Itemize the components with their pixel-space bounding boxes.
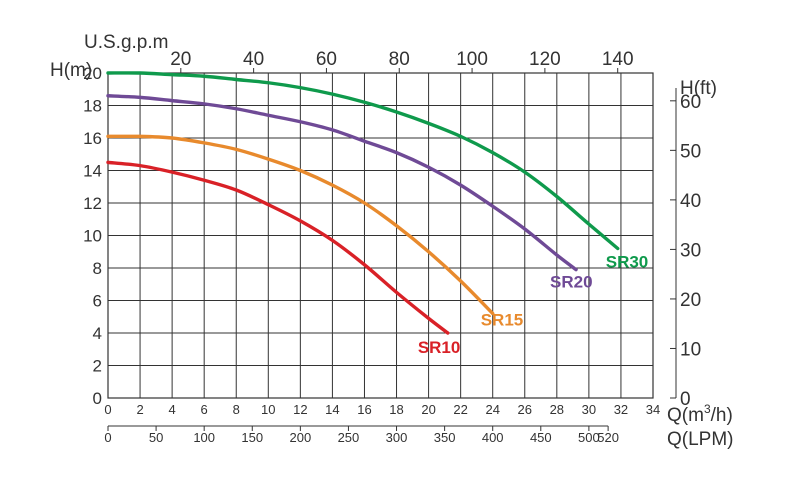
m3h-tick-label: 28 [550, 402, 564, 417]
left-y-tick-label: 20 [83, 64, 102, 83]
series-label-sr15: SR15 [481, 311, 524, 330]
m3h-tick-label: 0 [104, 402, 111, 417]
lpm-tick-label: 400 [482, 430, 504, 445]
m3h-tick-label: 26 [518, 402, 532, 417]
m3h-tick-label: 34 [646, 402, 660, 417]
left-y-tick-label: 8 [93, 259, 102, 278]
lpm-tick-label: 250 [338, 430, 360, 445]
usgpm-tick-label: 60 [316, 49, 337, 70]
lpm-tick-label: 100 [193, 430, 215, 445]
lpm-axis-title: Q(LPM) [667, 429, 734, 450]
usgpm-tick-label: 40 [243, 49, 264, 70]
left-y-tick-label: 6 [93, 292, 102, 311]
lpm-tick-label: 300 [386, 430, 408, 445]
left-y-tick-label: 10 [83, 227, 102, 246]
usgpm-tick-label: 80 [389, 49, 410, 70]
series-label-sr30: SR30 [606, 253, 649, 272]
series-label-sr20: SR20 [550, 273, 593, 292]
series-line-sr15 [106, 134, 495, 316]
grid [107, 72, 654, 399]
lpm-tick-label: 500 [578, 430, 600, 445]
m3h-tick-label: 20 [421, 402, 435, 417]
m3h-tick-label: 18 [389, 402, 403, 417]
left-y-tick-label: 4 [93, 324, 102, 343]
left-y-axis-title: H(m) [50, 60, 92, 81]
m3h-tick-label: 24 [485, 402, 499, 417]
right-y-tick-label: 20 [680, 290, 701, 311]
series-line-sr30 [106, 71, 620, 251]
right-y-axis-title: H(ft) [680, 78, 717, 99]
left-y-tick-label: 0 [93, 389, 102, 408]
lpm-tick-label: 50 [149, 430, 163, 445]
m3h-tick-label: 2 [136, 402, 143, 417]
left-y-tick-label: 18 [83, 97, 102, 116]
m3h-tick-label: 8 [233, 402, 240, 417]
m3h-tick-label: 16 [357, 402, 371, 417]
m3h-tick-label: 6 [201, 402, 208, 417]
series-line-sr10 [106, 160, 450, 335]
left-y-tick-label: 14 [83, 162, 102, 181]
right-y-tick-label: 30 [680, 240, 701, 261]
lpm-tick-label: 150 [241, 430, 263, 445]
lpm-tick-label: 450 [530, 430, 552, 445]
usgpm-tick-label: 120 [529, 49, 561, 70]
left-y-tick-label: 12 [83, 194, 102, 213]
lpm-tick-label: 350 [434, 430, 456, 445]
left-y-tick-label: 2 [93, 357, 102, 376]
right-y-tick-label: 0 [680, 389, 691, 410]
series [106, 71, 620, 335]
left-y-tick-label: 16 [83, 129, 102, 148]
m3h-tick-label: 12 [293, 402, 307, 417]
right-y-tick-label: 10 [680, 339, 701, 360]
m3h-tick-label: 10 [261, 402, 275, 417]
right-y-tick-label: 50 [680, 141, 701, 162]
usgpm-tick-label: 100 [456, 49, 488, 70]
usgpm-axis-title: U.S.g.p.m [84, 32, 168, 53]
m3h-tick-label: 4 [169, 402, 176, 417]
series-labels: SR10 SR15 SR20 SR30 [418, 253, 648, 358]
usgpm-tick-label: 140 [602, 49, 634, 70]
m3h-tick-label: 14 [325, 402, 339, 417]
usgpm-tick-label: 20 [170, 49, 191, 70]
lpm-tick-label: 520 [597, 430, 619, 445]
m3h-tick-label: 22 [453, 402, 467, 417]
right-y-tick-label: 60 [680, 92, 701, 113]
series-label-sr10: SR10 [418, 338, 461, 357]
lpm-tick-label: 200 [290, 430, 312, 445]
right-y-tick-label: 40 [680, 191, 701, 212]
m3h-axis-title: Q(m3/h) [667, 402, 733, 426]
lpm-tick-label: 0 [104, 430, 111, 445]
m3h-tick-label: 30 [582, 402, 596, 417]
m3h-tick-label: 32 [614, 402, 628, 417]
series-line-sr20 [106, 94, 578, 272]
